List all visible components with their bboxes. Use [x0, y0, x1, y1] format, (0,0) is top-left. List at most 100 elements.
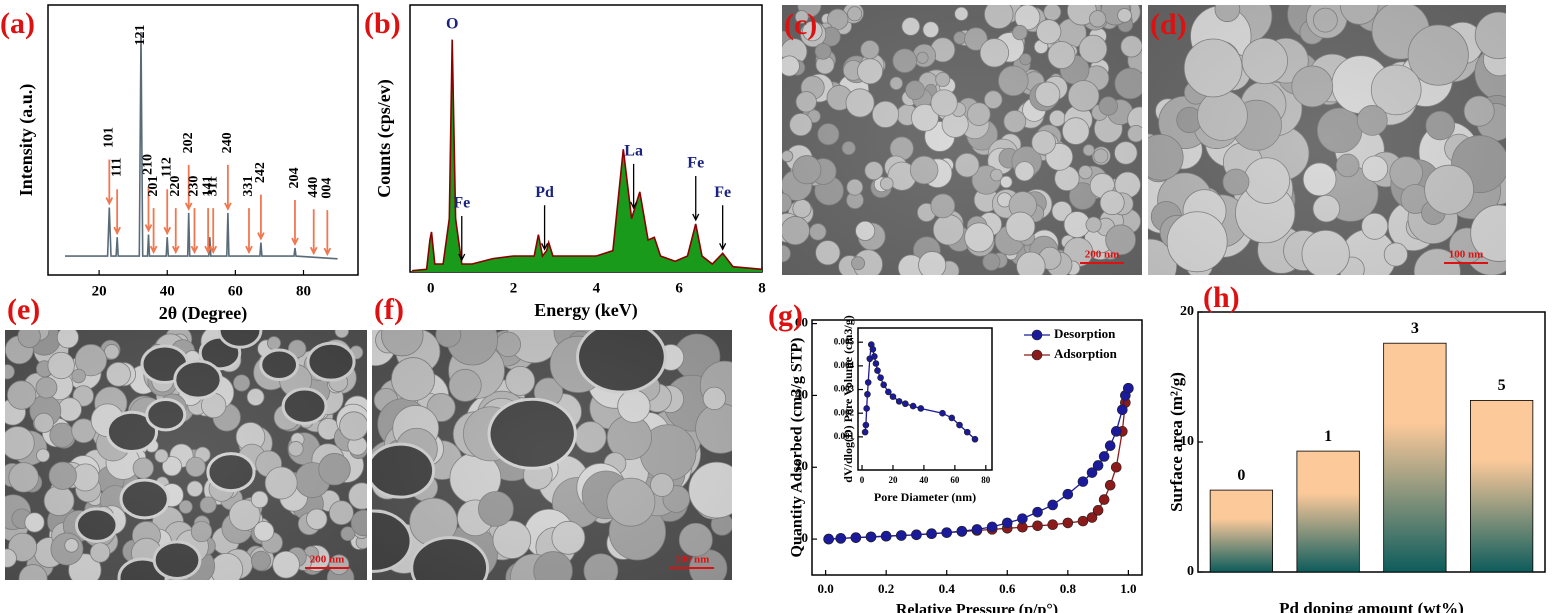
y-tick-label: 20 — [795, 458, 808, 473]
peak-label: 220 — [168, 176, 183, 197]
peak-label: 210 — [141, 154, 156, 175]
x-tick-label: 0.8 — [1060, 581, 1077, 596]
bar-category-label: 5 — [1498, 377, 1506, 394]
x-axis-label: Energy (keV) — [534, 300, 637, 321]
data-point — [1092, 505, 1104, 516]
x-tick-label: 6 — [675, 280, 683, 296]
y-tick-label: 10 — [1180, 434, 1194, 449]
peak-arrow — [163, 189, 172, 236]
peak-arrow — [209, 208, 218, 255]
image-overlay — [372, 330, 732, 580]
peak-arrow — [204, 208, 212, 255]
y-tick-label: 40 — [795, 386, 808, 401]
data-point — [902, 400, 909, 408]
data-point — [861, 428, 869, 436]
image-overlay — [5, 330, 367, 580]
sem-image: 200 nm (c) — [782, 5, 1142, 275]
panel-label: (f) — [374, 293, 404, 326]
peak-arrow — [257, 194, 265, 241]
peak-label: 112 — [159, 157, 174, 177]
data-point — [871, 353, 878, 360]
sem-image: 100 nm (d) — [1148, 5, 1506, 275]
bar-category-label: 3 — [1411, 320, 1419, 337]
data-point — [1086, 467, 1098, 478]
peak-arrow — [309, 209, 318, 256]
peak-label: 141 — [200, 176, 215, 197]
data-point — [956, 525, 968, 537]
data-point — [872, 360, 880, 367]
peak-label: 440 — [306, 177, 321, 198]
data-point — [885, 388, 892, 396]
x-tick-label: 60 — [228, 283, 243, 299]
peak-label: 204 — [287, 168, 302, 189]
panel-label: (e) — [7, 293, 40, 326]
data-point — [864, 379, 872, 386]
x-tick-label: 60 — [950, 475, 960, 485]
bar — [1469, 399, 1534, 573]
panel-label: (h) — [1203, 281, 1240, 314]
x-tick-label: 0.4 — [939, 581, 956, 596]
x-tick-label: 0.6 — [999, 581, 1016, 596]
data-point — [956, 421, 963, 429]
peak-label: 004 — [320, 178, 335, 199]
x-tick-label: 80 — [981, 475, 991, 485]
data-point — [869, 345, 877, 353]
sem-texture — [782, 5, 1142, 275]
data-point — [1110, 426, 1122, 437]
x-tick-label: 20 — [92, 283, 107, 299]
legend-label: Adsorption — [1054, 346, 1118, 361]
peak-label: 202 — [181, 132, 196, 153]
x-tick-label: 40 — [160, 283, 175, 299]
y-axis-label: Quantity Adsorbed (cm3/g STP) — [789, 337, 806, 557]
sem-image: 200 nm (e) — [5, 293, 367, 580]
x-tick-label: 40 — [919, 475, 929, 485]
peak-arrow — [541, 205, 549, 251]
peak-label: 111 — [109, 157, 124, 176]
data-point — [880, 530, 892, 542]
sem-texture — [5, 330, 367, 580]
sem-texture — [1148, 5, 1506, 275]
sem-texture — [372, 330, 732, 580]
peak-arrow — [113, 189, 121, 236]
peak-arrow — [719, 205, 727, 251]
data-point — [971, 524, 983, 535]
bar-category-label: 1 — [1324, 428, 1332, 445]
plot-frame — [857, 327, 993, 471]
x-tick-label: 2 — [510, 280, 518, 296]
panel-label: (g) — [768, 299, 803, 332]
x-axis-label: 2θ (Degree) — [159, 303, 248, 324]
x-tick-label: 0 — [860, 475, 865, 485]
spectrum-line — [412, 39, 763, 272]
data-point — [1123, 382, 1134, 394]
data-point — [823, 533, 834, 545]
peak-label: 201 — [146, 176, 161, 197]
data-point — [835, 533, 847, 544]
scale-bar-label: 200 nm — [1085, 249, 1120, 261]
data-point — [917, 405, 925, 412]
bar — [1209, 489, 1274, 573]
data-point — [877, 374, 884, 382]
data-point — [1086, 512, 1098, 523]
element-label: Fe — [453, 195, 470, 212]
x-axis-label: Pore Diameter (nm) — [874, 490, 976, 504]
y-tick-label: 0.004 — [834, 360, 855, 370]
data-point — [1047, 499, 1058, 511]
data-point — [1062, 488, 1074, 500]
y-tick-label: 0.005 — [834, 336, 855, 346]
plot-frame — [811, 319, 1143, 576]
peak-label: 331 — [241, 176, 256, 197]
panel-label: (c) — [784, 8, 817, 41]
x-tick-label: 1.0 — [1120, 581, 1136, 596]
data-point — [865, 531, 877, 543]
data-point — [1047, 519, 1058, 531]
peak-arrow — [291, 200, 299, 247]
data-point — [1077, 515, 1089, 527]
data-point — [880, 381, 887, 389]
scale-bar-label: 100 nm — [675, 554, 710, 566]
peak-arrow — [144, 186, 153, 233]
peak-label: 121 — [133, 25, 148, 46]
x-tick-label: 20 — [888, 475, 898, 485]
x-tick-label: 0 — [427, 280, 435, 296]
peak-arrow — [458, 215, 466, 262]
data-point — [1032, 520, 1043, 532]
